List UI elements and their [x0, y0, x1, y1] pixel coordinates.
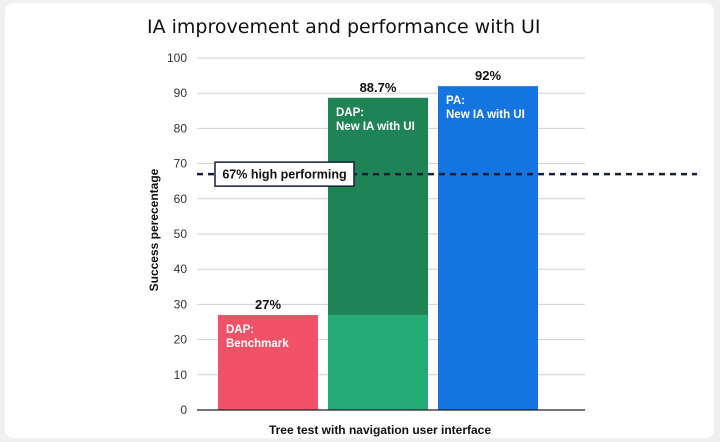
bar-label: PA:: [446, 95, 465, 107]
x-axis-title: Tree test with navigation user interface: [269, 423, 491, 437]
reference-line-group: 67% high performing: [197, 161, 697, 187]
y-tick-label: 40: [174, 262, 188, 276]
bar-label: DAP:: [226, 324, 254, 336]
y-tick-label: 100: [167, 51, 187, 65]
bar-label: New IA with UI: [446, 109, 525, 121]
y-tick-label: 60: [174, 192, 188, 206]
bar-segment: [438, 86, 538, 410]
bar-segment: [328, 97, 428, 315]
y-tick-label: 30: [174, 297, 188, 311]
reference-line-label: 67% high performing: [222, 168, 346, 182]
bar-label: DAP:: [336, 107, 364, 119]
y-axis-ticks: 0 10 20 30 40 50 60 70 80 90 100: [167, 51, 187, 417]
bar-value-label: 88.7%: [360, 80, 397, 95]
y-tick-label: 10: [174, 368, 188, 382]
y-tick-label: 20: [174, 333, 188, 347]
bar-segment: [328, 314, 428, 410]
bar-group: 27%DAP: Benchmark: [218, 297, 318, 410]
bar-label: New IA with UI: [336, 121, 415, 133]
bar-group: 88.7% DAP: New IA with UI: [328, 80, 428, 410]
bar-label: Benchmark: [226, 338, 289, 350]
y-tick-label: 80: [174, 121, 188, 135]
bar-segment: [218, 314, 318, 410]
bar-value-label: 27%: [255, 297, 281, 312]
bar-value-label: 92%: [475, 68, 501, 83]
y-axis-title: Success perecentage: [147, 168, 161, 291]
y-tick-label: 0: [180, 403, 187, 417]
reference-label-box: [214, 161, 355, 187]
bar-group: 92% PA: New IA with UI: [438, 68, 538, 410]
chart-title: IA improvement and performance with UI: [147, 16, 541, 38]
y-tick-label: 90: [174, 86, 188, 100]
y-tick-label: 70: [174, 157, 188, 171]
y-tick-label: 50: [174, 227, 188, 241]
